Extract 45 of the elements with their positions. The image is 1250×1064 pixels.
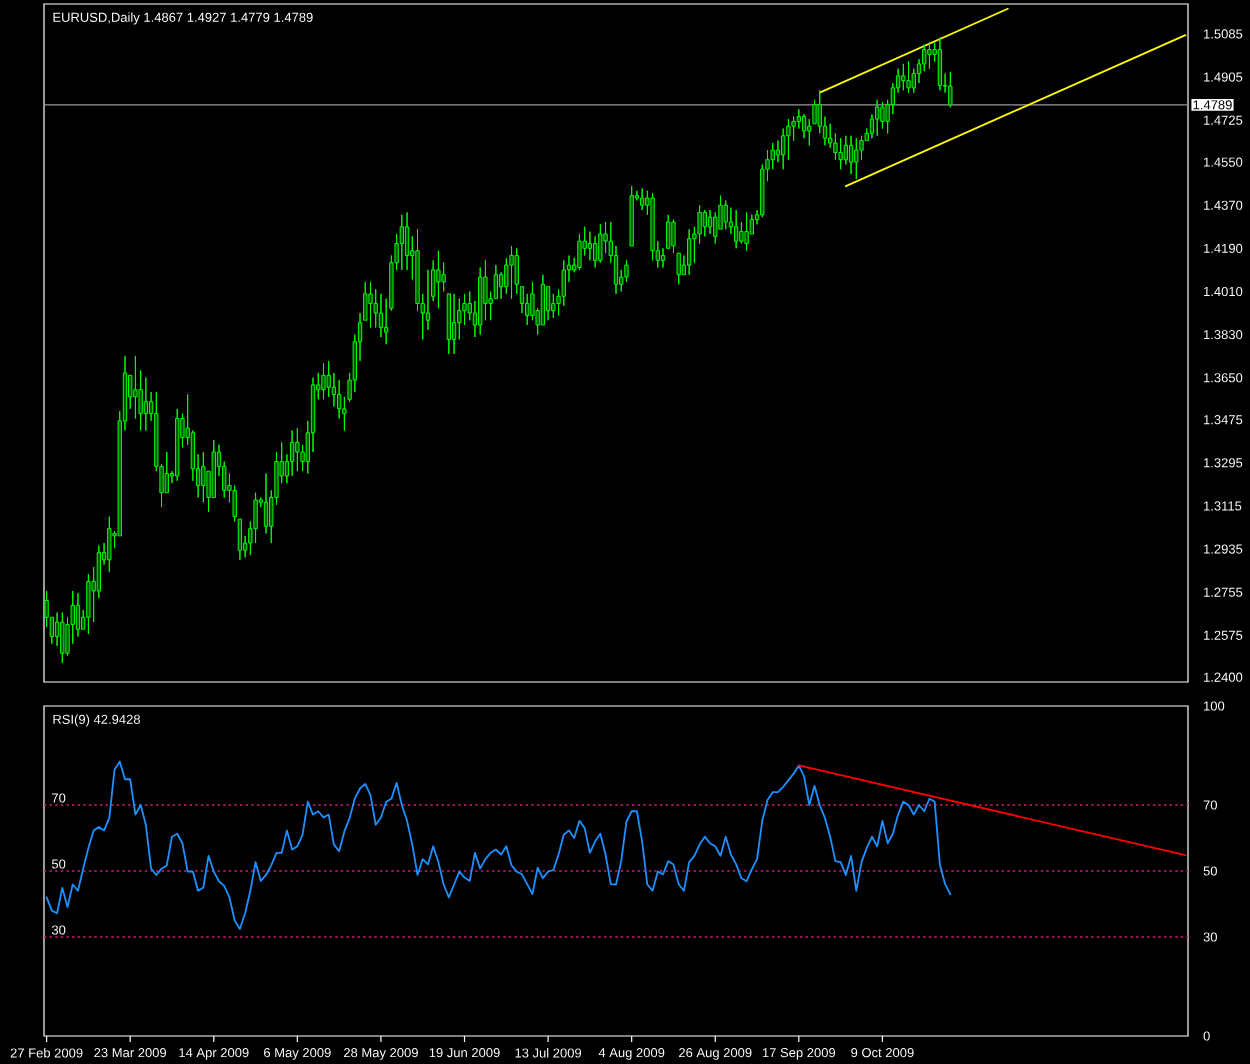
candlestick	[451, 293, 457, 355]
candlestick	[733, 209, 739, 249]
candlestick	[587, 231, 593, 261]
candlestick	[744, 211, 749, 252]
candlestick	[60, 612, 65, 664]
candlestick	[848, 135, 854, 175]
candlestick	[639, 187, 645, 211]
candlestick	[551, 293, 556, 319]
candlestick	[624, 259, 629, 283]
candlestick	[927, 41, 932, 70]
candlestick	[880, 101, 885, 130]
candlestick	[289, 429, 295, 477]
candlestick	[436, 250, 441, 309]
candlestick	[686, 228, 692, 276]
candlestick	[650, 192, 655, 261]
candlestick	[561, 259, 566, 307]
candlestick	[906, 60, 911, 94]
candlestick	[838, 137, 843, 170]
candlestick	[446, 293, 452, 355]
candlestick	[702, 209, 707, 237]
candlestick	[854, 137, 859, 180]
candlestick	[368, 281, 373, 328]
candlestick	[629, 185, 634, 247]
candlestick	[295, 427, 300, 472]
candlestick	[75, 592, 81, 637]
candlestick	[577, 233, 582, 271]
candlestick	[321, 362, 326, 400]
candlestick	[143, 377, 149, 431]
candlestick	[86, 573, 91, 635]
candlestick	[598, 223, 603, 264]
candlestick	[948, 71, 953, 108]
candlestick	[801, 113, 807, 139]
candlestick	[875, 99, 880, 137]
candlestick	[509, 245, 514, 300]
candlestick	[378, 293, 384, 338]
candlestick	[326, 360, 331, 398]
candlestick	[723, 199, 728, 230]
candlestick	[175, 408, 180, 482]
candlestick	[786, 118, 791, 161]
candlestick	[107, 516, 112, 573]
candlestick	[478, 267, 483, 336]
candlestick	[937, 37, 943, 91]
candlestick	[399, 214, 404, 271]
candlestick	[833, 132, 838, 161]
candlestick	[901, 63, 906, 91]
